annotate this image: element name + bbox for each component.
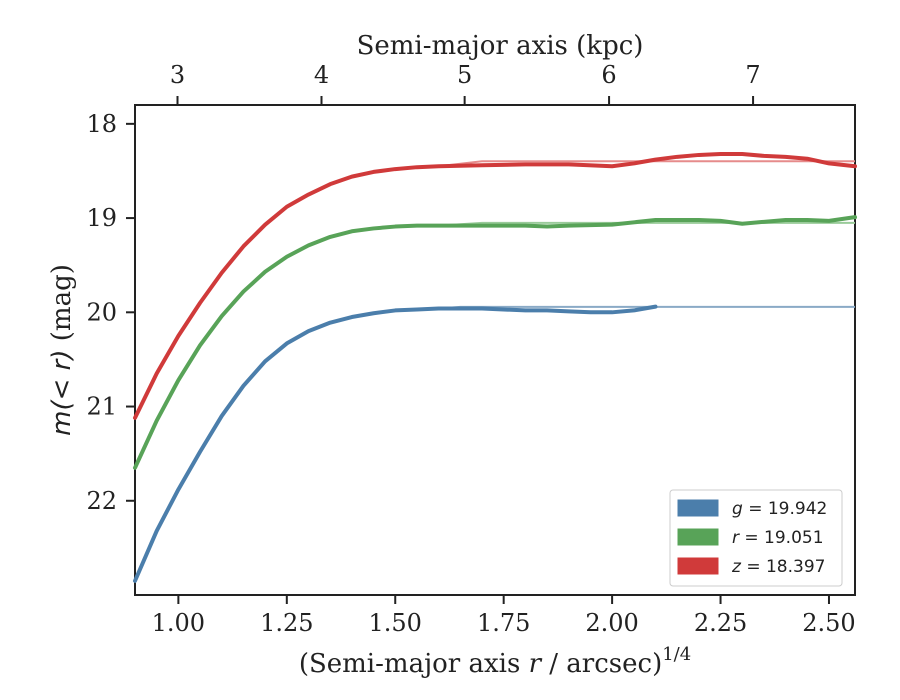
- top-tick-label: 7: [745, 61, 760, 89]
- legend-label-z: z = 18.397: [731, 557, 825, 577]
- top-tick-label: 3: [170, 61, 185, 89]
- top-tick-label: 6: [601, 61, 616, 89]
- y-tick-label: 19: [86, 204, 117, 232]
- x-tick-label: 1.75: [477, 609, 530, 637]
- plot-area: [133, 104, 857, 596]
- legend-swatch-g: [677, 499, 719, 517]
- x-tick-label: 1.00: [152, 609, 205, 637]
- legend: g = 19.942 r = 19.051 z = 18.397: [669, 489, 843, 587]
- x-tick-label: 2.50: [802, 609, 855, 637]
- series-line-r: [133, 215, 857, 470]
- y-axis-label: m(< r) (mag): [47, 264, 77, 436]
- top-axis-ticks: 3 4 5 6 7: [170, 61, 761, 105]
- top-axis-label: Semi-major axis (kpc): [357, 31, 644, 61]
- x-tick-label: 2.25: [694, 609, 747, 637]
- y-tick-label: 18: [86, 110, 117, 138]
- x-tick-label: 1.25: [260, 609, 313, 637]
- y-tick-label: 22: [86, 487, 117, 515]
- legend-label-r: r = 19.051: [732, 528, 824, 548]
- x-axis-label: (Semi-major axis r / arcsec)1/4: [299, 644, 691, 679]
- x-tick-label: 1.50: [369, 609, 422, 637]
- plot-frame: [134, 104, 856, 596]
- top-tick-label: 5: [457, 61, 472, 89]
- y-axis-ticks: 18 19 20 21 22: [86, 110, 135, 515]
- legend-label-g: g = 19.942: [732, 499, 827, 519]
- legend-swatch-z: [677, 557, 719, 575]
- series-lines: [133, 152, 857, 583]
- series-line-g: [133, 304, 658, 583]
- legend-swatch-r: [677, 528, 719, 546]
- y-tick-label: 20: [86, 298, 117, 326]
- y-tick-label: 21: [86, 393, 117, 421]
- model-line-r: [134, 221, 855, 469]
- series-line-z: [133, 152, 857, 420]
- top-tick-label: 4: [314, 61, 329, 89]
- x-tick-label: 2.00: [585, 609, 638, 637]
- x-axis-ticks: 1.00 1.25 1.50 1.75 2.00 2.25 2.50: [152, 595, 856, 637]
